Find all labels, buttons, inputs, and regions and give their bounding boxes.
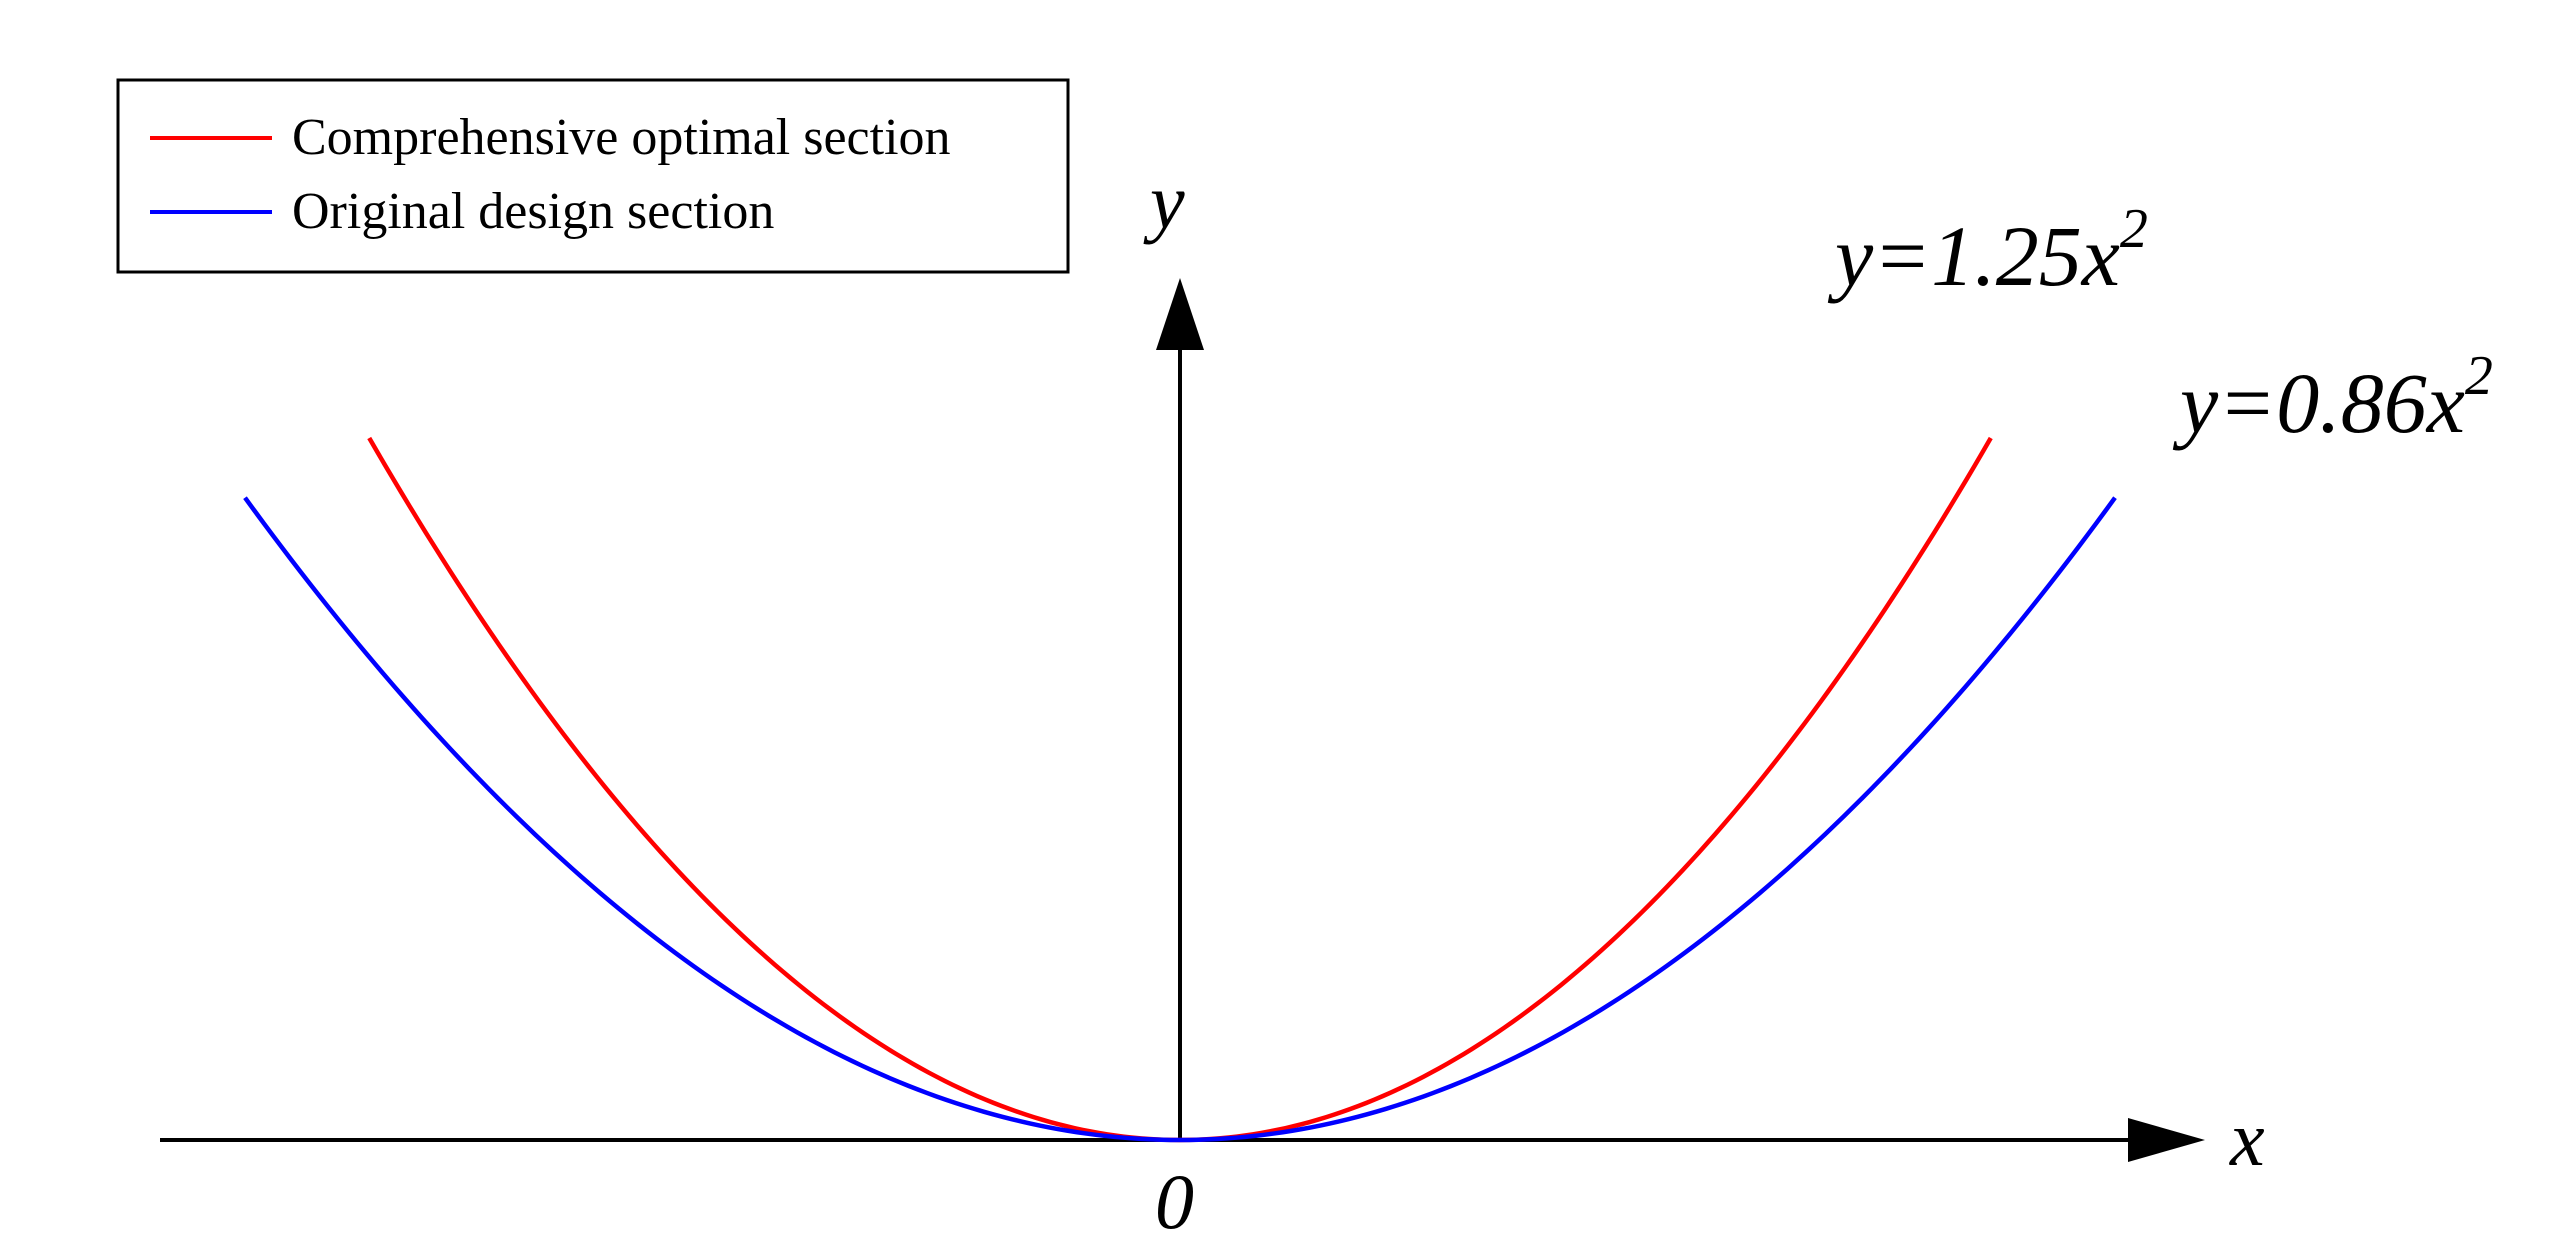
equation-label-red-exp: 2 bbox=[2120, 198, 2148, 260]
equation-label-blue-exp: 2 bbox=[2465, 345, 2493, 407]
legend-box bbox=[116, 78, 1070, 274]
y-axis-label: y bbox=[1143, 158, 1185, 245]
legend: Comprehensive optimal section Original d… bbox=[116, 78, 1070, 274]
y-axis-arrow bbox=[1156, 278, 1204, 350]
x-axis-arrow bbox=[2128, 1118, 2205, 1162]
equation-label-red: y=1.25x2 bbox=[1827, 198, 2148, 304]
origin-label: 0 bbox=[1155, 1158, 1194, 1245]
series-curve-original-design bbox=[243, 496, 2117, 1143]
legend-label-original-design: Original design section bbox=[292, 183, 774, 240]
x-axis-label: x bbox=[2229, 1095, 2265, 1182]
legend-label-comprehensive-optimal: Comprehensive optimal section bbox=[292, 109, 951, 166]
equation-label-blue: y=0.86x2 bbox=[2172, 345, 2493, 451]
equation-label-blue-base: y=0.86x bbox=[2172, 355, 2465, 451]
equation-label-red-base: y=1.25x bbox=[1827, 208, 2120, 304]
